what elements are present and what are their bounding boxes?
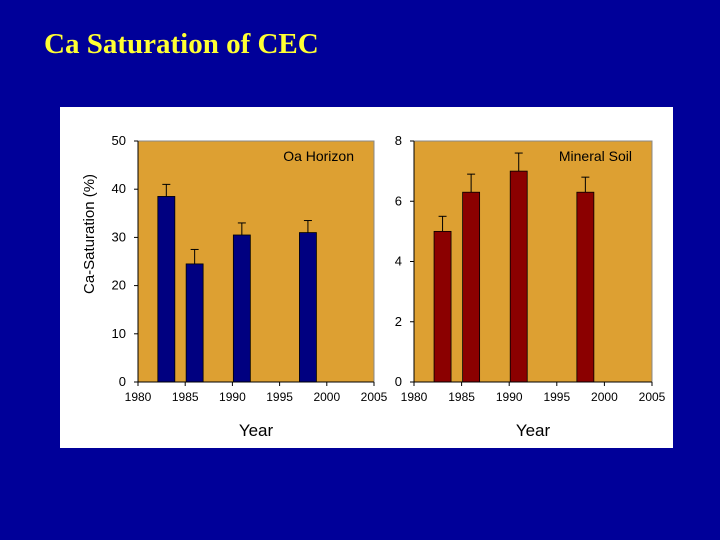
y-tick-label: 0 xyxy=(395,374,402,389)
y-tick-label: 4 xyxy=(395,254,402,269)
x-tick-label: 1995 xyxy=(266,390,293,404)
bar xyxy=(509,170,528,383)
bar xyxy=(185,263,204,383)
x-tick-label: 1985 xyxy=(172,390,199,404)
x-axis-label: Year xyxy=(239,421,274,440)
y-tick-label: 40 xyxy=(112,181,126,196)
x-tick-label: 2000 xyxy=(313,390,340,404)
y-tick-label: 8 xyxy=(395,133,402,148)
x-tick-label: 2005 xyxy=(639,390,666,404)
x-tick-label: 2005 xyxy=(361,390,388,404)
y-axis-label: Ca-Saturation (%) xyxy=(81,174,98,294)
y-tick-label: 20 xyxy=(112,278,126,293)
figure-panel: 0 10 20 30 40 50 1980 1985 1990 1995 2000 2005 Oa Ho… xyxy=(60,107,673,448)
y-tick-label: 0 xyxy=(119,374,126,389)
y-tick-label: 6 xyxy=(395,193,402,208)
bar xyxy=(157,196,176,383)
bar xyxy=(433,230,452,383)
bar xyxy=(299,232,317,383)
x-tick-label: 1985 xyxy=(448,390,475,404)
y-tick-label: 50 xyxy=(112,133,126,148)
x-tick-label: 1980 xyxy=(401,390,428,404)
x-tick-label: 1990 xyxy=(219,390,246,404)
slide-title: Ca Saturation of CEC xyxy=(44,28,319,60)
x-tick-label: 2000 xyxy=(591,390,618,404)
x-tick-label: 1990 xyxy=(496,390,523,404)
x-axis-label: Year xyxy=(516,421,551,440)
panel-label: Oa Horizon xyxy=(283,148,354,164)
y-tick-label: 10 xyxy=(112,326,126,341)
y-tick-label: 30 xyxy=(112,229,126,244)
x-tick-label: 1980 xyxy=(125,390,152,404)
y-tick-label: 2 xyxy=(395,314,402,329)
panel-label: Mineral Soil xyxy=(559,148,632,164)
plot-area xyxy=(137,140,375,383)
bar xyxy=(576,191,595,383)
x-tick-label: 1995 xyxy=(543,390,570,404)
bar xyxy=(462,191,481,383)
mineral-soil-chart: 0 2 4 6 8 1980 1985 1990 1995 2000 2005 Mineral Soi… xyxy=(395,133,666,440)
plot-area xyxy=(413,140,653,383)
oa-horizon-chart: 0 10 20 30 40 50 1980 1985 1990 1995 2000 2005 Oa Ho… xyxy=(112,133,388,440)
bar xyxy=(232,234,251,383)
